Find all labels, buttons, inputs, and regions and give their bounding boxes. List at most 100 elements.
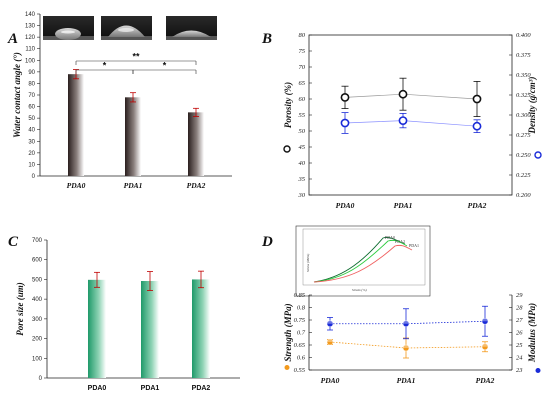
left-tick-label: 50	[299, 128, 306, 135]
x-tick-label: PDA1	[394, 201, 413, 210]
stress-strain-inset: PDA0 PDA2 PDA1 Strain (%) Stress (MPa)	[295, 225, 431, 297]
data-point-porosity	[340, 93, 350, 102]
inset-y-label: Stress (MPa)	[306, 253, 310, 272]
plot-frame	[308, 34, 513, 196]
left-tick-label: 40	[299, 160, 306, 167]
bar-pda0	[88, 279, 106, 378]
x-tick-label: PDA0	[321, 376, 340, 385]
y-tick-label: 500	[32, 277, 43, 283]
panel-a: 0 10 20 30 40 50 60 70 80 90 100 110 120 130 140 PDA0 PD…	[12, 12, 232, 190]
right-tick-label: 0.200	[516, 192, 531, 199]
bar-pda2	[192, 279, 210, 378]
y-tick-label: 80	[28, 81, 35, 87]
legend-marker-density	[534, 151, 542, 159]
x-tick-label: PDA1	[141, 385, 160, 392]
panel-letter-a: A	[7, 31, 18, 47]
x-tick-label: PDA2	[476, 376, 495, 385]
data-point-strength	[481, 343, 489, 350]
left-tick-label: 60	[299, 96, 306, 103]
panel-letter-d: D	[261, 234, 273, 250]
x-tick-label: PDA0	[67, 181, 86, 190]
data-point-density	[398, 116, 408, 125]
left-tick-label: 0.8	[297, 305, 306, 312]
data-point-highlight	[327, 320, 333, 324]
right-tick-label: 0.300	[516, 112, 531, 119]
y-tick-label: 30	[28, 139, 35, 145]
panel-letter-c: C	[8, 234, 19, 250]
significance-label: **	[132, 52, 140, 62]
data-point-highlight	[482, 343, 488, 347]
inset-legend-pda0: PDA0	[385, 235, 395, 240]
panel-d: PDA0 PDA2 PDA1 Strain (%) Stress (MPa) 0…	[283, 225, 541, 385]
significance-label: *	[103, 61, 107, 71]
right-tick-label: 0.400	[516, 32, 531, 39]
left-tick-label: 80	[299, 32, 306, 39]
right-tick-label: 0.275	[516, 132, 531, 139]
data-point-density	[340, 118, 350, 128]
y-tick-label: 90	[28, 70, 35, 76]
data-point-modulus	[481, 318, 489, 325]
droplet-photo-pda0	[43, 16, 94, 40]
data-point-highlight	[327, 339, 333, 342]
bar-pda1	[141, 281, 159, 378]
left-tick-label: 55	[299, 112, 306, 119]
y-tick-label: 600	[32, 258, 43, 264]
chart-a-plot: 0 10 20 30 40 50 60 70 80 90 100 110 120 130 140 PDA0 PD…	[12, 12, 232, 190]
left-tick-label: 0.65	[294, 342, 306, 349]
y-axis-label: Pore size (um)	[15, 282, 25, 336]
left-tick-label: 0.6	[297, 355, 306, 362]
right-tick-label: 27	[516, 317, 523, 324]
panel-letter-b: B	[261, 31, 272, 47]
right-tick-label: 23	[516, 367, 523, 374]
right-tick-label: 0.375	[516, 52, 531, 59]
left-tick-label: 0.75	[294, 317, 306, 324]
left-tick-label: 0.7	[297, 330, 306, 337]
y-right-axis-label: Density (g/cm³)	[527, 77, 537, 135]
panel-c: 0 100 200 300 400 500 600 700 PDA0 PDA1 PDA2 Pore s…	[15, 238, 240, 392]
series-line	[344, 93, 478, 100]
left-tick-label: 0.85	[294, 292, 306, 299]
right-tick-label: 0.225	[516, 172, 531, 179]
right-tick-label: 0.250	[516, 152, 531, 159]
left-tick-label: 35	[298, 176, 306, 183]
x-tick-label: PDA0	[88, 385, 107, 392]
data-point-density	[472, 121, 482, 131]
right-tick-label: 0.325	[516, 92, 531, 99]
y-tick-label: 130	[25, 24, 36, 30]
x-tick-label: PDA2	[192, 385, 211, 392]
inset-legend-pda2: PDA2	[395, 239, 405, 244]
data-point-highlight	[403, 345, 409, 348]
y-axis-label: Water contact angle (°)	[12, 52, 22, 138]
left-tick-label: 70	[299, 64, 306, 71]
y-tick-label: 50	[28, 116, 35, 122]
y-left-axis-label: Porosity (%)	[283, 82, 293, 128]
x-tick-label: PDA1	[397, 376, 416, 385]
data-point-modulus	[326, 320, 334, 327]
inset-curve-pda2	[313, 239, 408, 283]
bar-pda2	[188, 112, 204, 176]
y-tick-label: 0	[39, 376, 43, 382]
y-tick-label: 120	[25, 35, 36, 41]
right-tick-label: 25	[516, 342, 523, 349]
droplet-photo-pda2	[166, 16, 217, 40]
y-tick-label: 70	[28, 93, 35, 99]
droplet-photo-pda1	[101, 16, 152, 40]
y-tick-label: 300	[32, 317, 43, 323]
legend-marker-porosity	[283, 145, 291, 153]
significance-label: *	[163, 61, 167, 71]
data-point-highlight	[482, 318, 488, 322]
data-point-modulus	[402, 320, 410, 327]
y-tick-label: 60	[28, 105, 35, 111]
y-tick-label: 40	[28, 128, 35, 134]
data-point-highlight	[403, 320, 409, 324]
x-tick-label: PDA1	[124, 181, 143, 190]
right-tick-label: 24	[516, 355, 523, 362]
chart-d-plot: 0.55 0.6 0.65 0.7 0.75 0.8 0.85 23 24 25 26 27 28 29 P…	[283, 292, 541, 385]
legend-marker-strength	[284, 365, 290, 370]
legend-marker-modulus	[535, 368, 541, 373]
left-tick-label: 75	[299, 48, 306, 55]
y-tick-label: 100	[25, 58, 36, 64]
right-tick-label: 26	[516, 330, 523, 337]
y-tick-label: 200	[32, 337, 43, 343]
y-left-axis-label: Strength (MPa)	[283, 303, 293, 361]
